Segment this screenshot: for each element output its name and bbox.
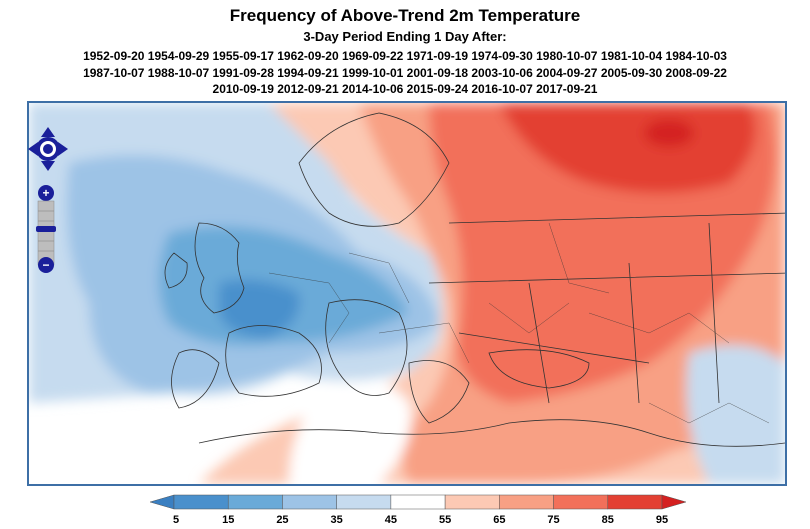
legend-swatch (337, 495, 391, 509)
map-navigation[interactable]: + − (28, 125, 68, 285)
legend-tick-label: 55 (439, 514, 451, 524)
legend-tick-label: 5 (173, 514, 179, 524)
zoom-in-button[interactable]: + (38, 185, 54, 201)
color-legend: 5 15 25 35 45 55 65 75 85 95 (148, 494, 688, 524)
date-line: 1987-10-07 1988-10-07 1991-09-28 1994-09… (0, 65, 810, 82)
chart-title: Frequency of Above-Trend 2m Temperature (0, 6, 810, 26)
legend-tick-label: 95 (656, 514, 668, 524)
legend-tick-label: 25 (276, 514, 288, 524)
temperature-map[interactable] (29, 103, 785, 484)
date-line: 1952-09-20 1954-09-29 1955-09-17 1962-09… (0, 48, 810, 65)
zoom-out-label: − (42, 258, 49, 272)
legend-tick-label: 75 (547, 514, 559, 524)
zone-95-plus (644, 119, 694, 147)
legend-tick-label: 35 (331, 514, 343, 524)
legend-tick-label: 85 (602, 514, 614, 524)
chart-subtitle: 3-Day Period Ending 1 Day After: (0, 29, 810, 44)
legend-swatch (445, 495, 499, 509)
legend-tick-label: 65 (493, 514, 505, 524)
pan-arrows-icon[interactable] (28, 127, 68, 171)
legend-tick-label: 45 (385, 514, 397, 524)
legend-over-arrow (662, 495, 686, 509)
legend-colorbar: 5 15 25 35 45 55 65 75 85 95 (148, 494, 688, 524)
legend-swatch (554, 495, 608, 509)
legend-under-arrow (150, 495, 174, 509)
legend-swatch (174, 495, 228, 509)
legend-tick-label: 15 (222, 514, 234, 524)
map-panel[interactable] (27, 101, 787, 486)
map-nav-graphic[interactable]: + − (28, 125, 68, 285)
zoom-in-label: + (42, 186, 49, 200)
date-line: 2010-09-19 2012-09-21 2014-10-06 2015-09… (0, 81, 810, 98)
legend-swatch (499, 495, 553, 509)
zone-35-45-east (687, 345, 786, 484)
zoom-out-button[interactable]: − (38, 257, 54, 273)
legend-swatch (282, 495, 336, 509)
legend-swatch (391, 495, 445, 509)
zoom-slider-handle[interactable] (36, 226, 56, 232)
zoom-slider-track[interactable] (38, 201, 54, 265)
legend-swatch (228, 495, 282, 509)
legend-swatch (608, 495, 662, 509)
date-list: 1952-09-20 1954-09-29 1955-09-17 1962-09… (0, 48, 810, 98)
